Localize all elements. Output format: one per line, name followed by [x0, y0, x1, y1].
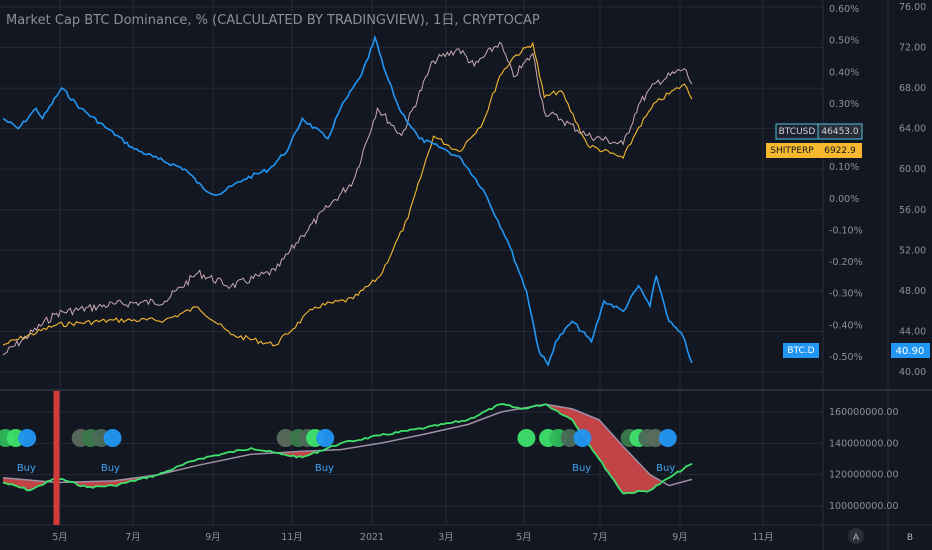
- signal-dots: [0, 429, 677, 447]
- oscillator-tick-label: 120000000.00: [829, 470, 899, 481]
- series-value-btc-d: 40.90: [896, 346, 925, 357]
- buy-labels: Buy Buy Buy Buy Buy: [17, 463, 676, 474]
- percent-tick-label: 0.40%: [829, 67, 859, 78]
- signal-dot: [560, 429, 579, 447]
- time-tick-label: 11月: [281, 532, 303, 543]
- percent-tick-label: 0.50%: [829, 36, 859, 47]
- percent-tick-label: -0.40%: [829, 320, 863, 331]
- time-tick-label: 9月: [205, 532, 221, 543]
- time-axis: 5月 7月 9月 11月 2021 3月 5月 7月 9月 11月: [52, 532, 774, 543]
- buy-label: Buy: [656, 463, 675, 474]
- price-tick-label: 40.00: [899, 367, 926, 378]
- time-tick-label: 9月: [672, 532, 688, 543]
- price-tick-label: 60.00: [899, 164, 926, 175]
- buy-label: Buy: [572, 463, 591, 474]
- series-line-btcusd: [2, 41, 693, 356]
- percent-tick-label: -0.10%: [829, 225, 863, 236]
- price-tick-label: 48.00: [899, 286, 926, 297]
- signal-dot: [103, 429, 122, 447]
- signal-dot: [517, 429, 536, 447]
- time-tick-label: 5月: [52, 532, 68, 543]
- chart-title: Market Cap BTC Dominance, % (CALCULATED …: [6, 13, 540, 28]
- price-tick-label: 72.00: [899, 43, 926, 54]
- buy-label: Buy: [17, 463, 36, 474]
- scale-a-button-bg: [848, 528, 864, 544]
- signal-dot: [646, 429, 665, 447]
- buy-label: Buy: [101, 463, 120, 474]
- oscillator-tick-label: 160000000.00: [829, 407, 899, 418]
- time-tick-label: 3月: [438, 532, 454, 543]
- series-line-shitperp: [2, 41, 693, 347]
- series-line-btc-d: [2, 34, 693, 367]
- signal-dot: [658, 429, 677, 447]
- series-label-btcusd: BTCUSD: [779, 127, 816, 137]
- oscillator-tick-label: 100000000.00: [829, 501, 899, 512]
- signal-dot: [316, 429, 335, 447]
- series-label-btc-d: BTC.D: [787, 346, 814, 356]
- percent-tick-label: 0.60%: [829, 4, 859, 15]
- signal-dot: [573, 429, 592, 447]
- price-tick-label: 44.00: [899, 326, 926, 337]
- time-tick-label: 5月: [516, 532, 532, 543]
- negative-fill-area: [522, 404, 661, 494]
- red-signal-bar: [53, 391, 60, 525]
- percent-tick-label: 0.10%: [829, 162, 859, 173]
- time-tick-label: 11月: [752, 532, 774, 543]
- percent-tick-label: 0.00%: [829, 194, 859, 205]
- scale-a-button: A: [853, 533, 860, 543]
- time-tick-label: 2021: [360, 532, 384, 543]
- series-value-btc-d-bg: [891, 343, 930, 358]
- series-label-shitperp-bg: [766, 143, 818, 158]
- price-tick-label: 76.00: [899, 2, 926, 13]
- series-value-shitperp-bg: [818, 143, 862, 158]
- percent-tick-label: 0.30%: [829, 99, 859, 110]
- percent-tick-label: -0.50%: [829, 352, 863, 363]
- oscillator-fast-line: [2, 403, 693, 495]
- price-tick-label: 68.00: [899, 83, 926, 94]
- time-tick-label: 7月: [592, 532, 608, 543]
- percent-tick-label: -0.30%: [829, 289, 863, 300]
- scale-b-button-bg: [902, 528, 918, 544]
- oscillator-tick-label: 140000000.00: [829, 438, 899, 449]
- series-value-shitperp: 6922.9: [824, 146, 856, 156]
- scale-b-button: B: [907, 533, 913, 543]
- price-tick-label: 64.00: [899, 124, 926, 135]
- price-tick-label: 56.00: [899, 205, 926, 216]
- percent-tick-label: -0.20%: [829, 257, 863, 268]
- oscillator-axis: 160000000.00 140000000.00 120000000.00 1000…: [829, 407, 899, 512]
- series-label-shitperp: SHITPERP: [770, 146, 814, 156]
- signal-dot: [276, 429, 295, 447]
- time-tick-label: 7月: [125, 532, 141, 543]
- series-value-btcusd-bg: [817, 123, 863, 140]
- price-axis: 76.00 72.00 68.00 64.00 60.00 56.00 52.00 48.00…: [899, 2, 926, 378]
- signal-dot: [18, 429, 37, 447]
- series-label-btc-d-bg: [783, 343, 819, 358]
- buy-label: Buy: [315, 463, 334, 474]
- series-value-btcusd: 46453.0: [821, 127, 858, 137]
- price-tick-label: 52.00: [899, 245, 926, 256]
